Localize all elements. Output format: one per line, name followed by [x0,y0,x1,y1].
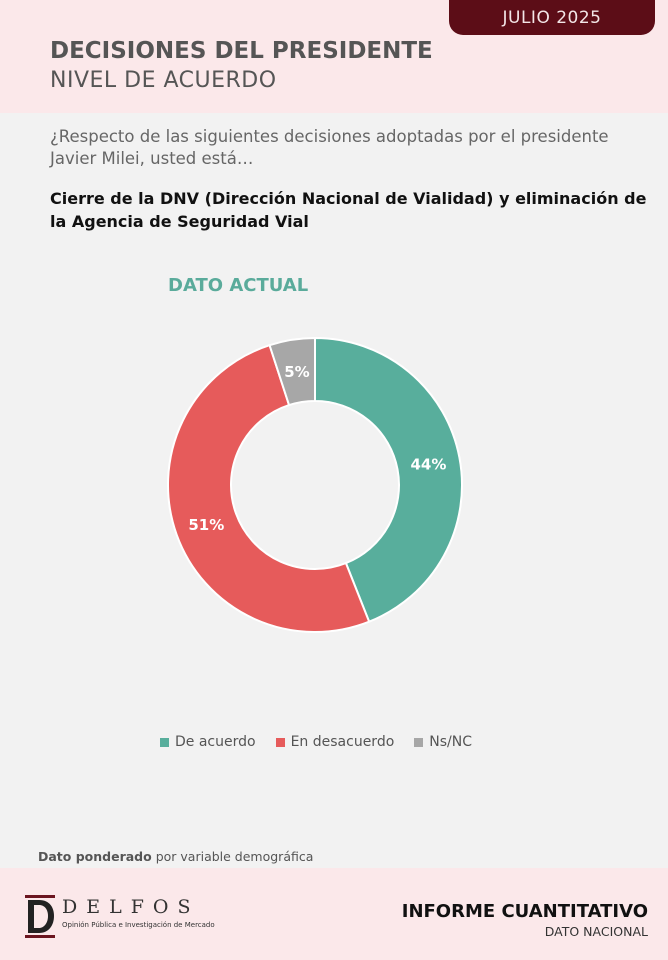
footnote-rest: por variable demográfica [151,849,314,864]
slice-label-disagree: 51% [188,516,224,534]
legend-item-disagree: En desacuerdo [275,734,395,750]
legend-item-nsnc: Ns/NC [414,734,472,750]
chart-legend: De acuerdo En desacuerdo Ns/NC [160,734,472,750]
slice-disagree [167,343,371,633]
footnote-bold: Dato ponderado [38,849,152,864]
logo-tagline: Opinión Pública e Investigación de Merca… [62,921,215,929]
delfos-logo-icon [25,895,55,938]
survey-question: ¿Respecto de las siguientes decisiones a… [50,127,609,168]
donut-chart: 44% 51% 5% [167,336,463,633]
legend-label-agree: De acuerdo [175,734,256,750]
legend-item-agree: De acuerdo [160,734,256,750]
legend-swatch-agree [160,737,169,747]
decision-topic: Cierre de la DNV (Dirección Nacional de … [50,189,647,231]
date-badge: JULIO 2025 [449,0,655,35]
page-subtitle: NIVEL DE ACUERDO [50,68,277,93]
legend-swatch-disagree [275,737,285,747]
chart-title: DATO ACTUAL [168,275,309,296]
footnote: Dato ponderado por variable demográfica [38,849,313,864]
logo-name: DELFOS [62,896,200,918]
page-title: DECISIONES DEL PRESIDENTE [50,38,433,64]
legend-label-disagree: En desacuerdo [290,734,395,750]
slice-label-agree: 44% [411,455,447,473]
header: JULIO 2025 DECISIONES DEL PRESIDENTE NIV… [0,0,668,113]
slice-label-nsnc: 5% [284,363,309,381]
legend-label-nsnc: Ns/NC [429,734,472,750]
slice-nsnc [268,336,316,407]
slice-agree [314,336,463,623]
report-title: INFORME CUANTITATIVO [401,901,648,922]
legend-swatch-nsnc [414,737,424,747]
footer: DELFOS Opinión Pública e Investigación d… [0,868,668,960]
report-subtitle: DATO NACIONAL [544,924,648,939]
